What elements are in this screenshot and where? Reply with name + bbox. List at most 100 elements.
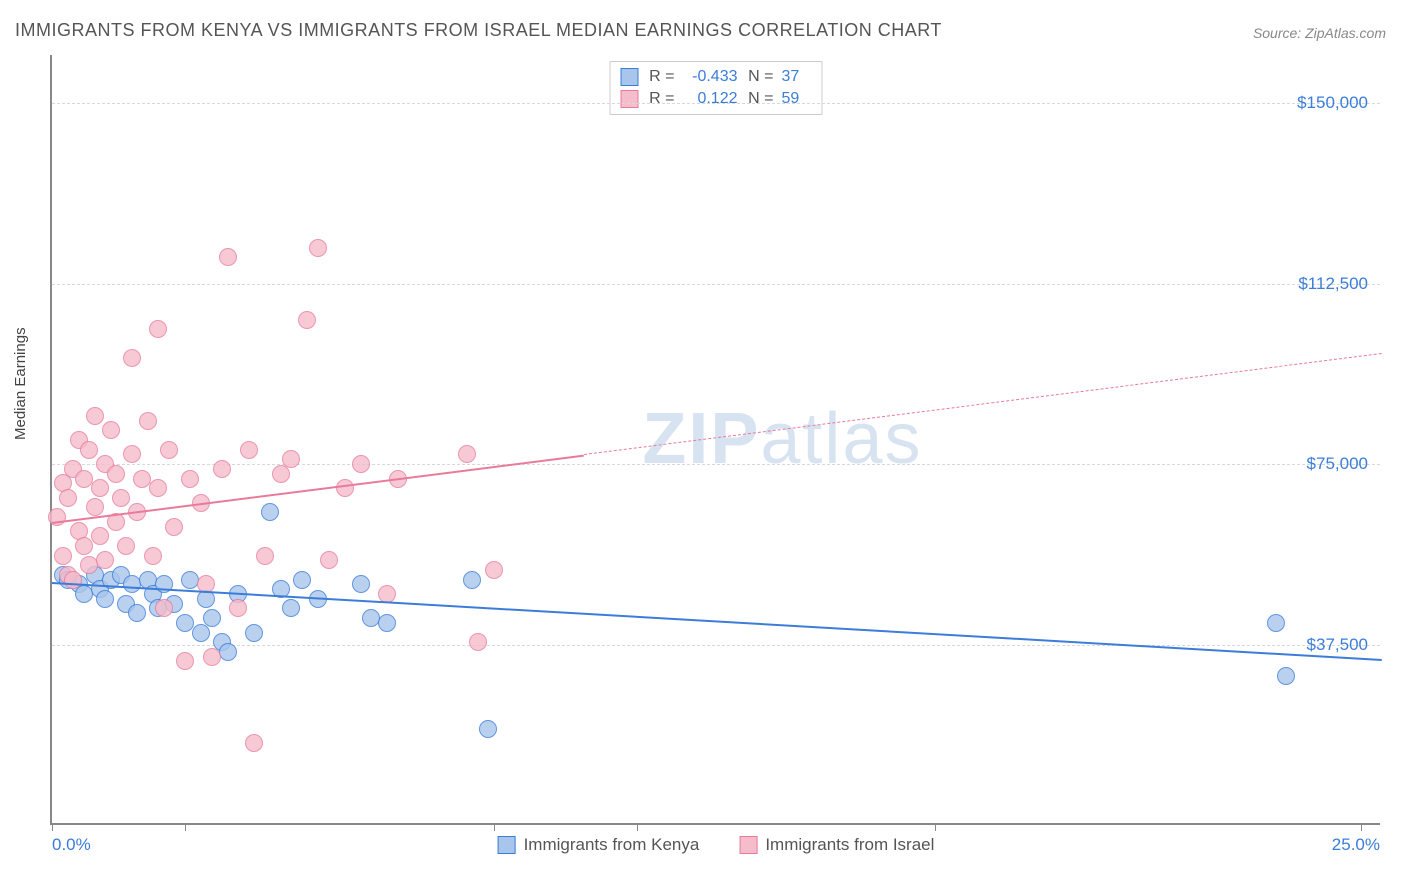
data-point (469, 633, 487, 651)
swatch-israel (621, 90, 639, 108)
data-point (112, 489, 130, 507)
data-point (203, 648, 221, 666)
data-point (479, 720, 497, 738)
x-tick (637, 823, 638, 831)
gridline (52, 645, 1380, 646)
data-point (181, 470, 199, 488)
data-point (282, 599, 300, 617)
gridline (52, 284, 1380, 285)
n-value-kenya: 37 (782, 68, 812, 86)
legend-item-israel: Immigrants from Israel (739, 835, 934, 855)
data-point (139, 412, 157, 430)
swatch-israel (739, 836, 757, 854)
x-tick (52, 823, 53, 831)
n-value-israel: 59 (782, 90, 812, 108)
y-axis-label: Median Earnings (12, 327, 29, 440)
data-point (86, 407, 104, 425)
data-point (128, 604, 146, 622)
y-tick-label: $150,000 (1297, 93, 1368, 113)
data-point (352, 575, 370, 593)
data-point (463, 571, 481, 589)
data-point (155, 599, 173, 617)
x-axis-min-label: 0.0% (52, 835, 91, 855)
data-point (176, 652, 194, 670)
data-point (117, 537, 135, 555)
x-tick (185, 823, 186, 831)
data-point (282, 450, 300, 468)
data-point (1277, 667, 1295, 685)
stats-legend-box: R = -0.433 N = 37 R = 0.122 N = 59 (610, 61, 823, 115)
trend-line-extrapolated (584, 353, 1382, 455)
bottom-legend: Immigrants from Kenya Immigrants from Is… (498, 835, 935, 855)
data-point (293, 571, 311, 589)
data-point (203, 609, 221, 627)
stats-row-kenya: R = -0.433 N = 37 (621, 66, 812, 88)
data-point (54, 547, 72, 565)
plot-area: ZIPatlas R = -0.433 N = 37 R = 0.122 N =… (50, 55, 1380, 825)
gridline (52, 464, 1380, 465)
n-label: N = (746, 68, 774, 86)
x-tick (494, 823, 495, 831)
data-point (96, 551, 114, 569)
data-point (123, 445, 141, 463)
n-label: N = (746, 90, 774, 108)
r-value-israel: 0.122 (683, 90, 738, 108)
r-label: R = (647, 90, 675, 108)
data-point (149, 479, 167, 497)
data-point (298, 311, 316, 329)
swatch-kenya (498, 836, 516, 854)
data-point (458, 445, 476, 463)
data-point (352, 455, 370, 473)
data-point (91, 527, 109, 545)
data-point (1267, 614, 1285, 632)
data-point (485, 561, 503, 579)
data-point (256, 547, 274, 565)
x-tick (935, 823, 936, 831)
data-point (320, 551, 338, 569)
data-point (144, 547, 162, 565)
data-point (75, 537, 93, 555)
data-point (123, 349, 141, 367)
data-point (219, 643, 237, 661)
data-point (160, 441, 178, 459)
legend-label-kenya: Immigrants from Kenya (524, 835, 700, 855)
data-point (245, 734, 263, 752)
source-attribution: Source: ZipAtlas.com (1253, 25, 1386, 41)
watermark-light: atlas (760, 399, 922, 479)
data-point (80, 441, 98, 459)
data-point (165, 518, 183, 536)
data-point (107, 465, 125, 483)
data-point (336, 479, 354, 497)
data-point (309, 239, 327, 257)
y-tick-label: $37,500 (1307, 635, 1368, 655)
data-point (102, 421, 120, 439)
data-point (229, 599, 247, 617)
y-tick-label: $112,500 (1298, 274, 1368, 294)
r-value-kenya: -0.433 (683, 68, 738, 86)
watermark: ZIPatlas (642, 398, 922, 480)
x-axis-max-label: 25.0% (1332, 835, 1380, 855)
x-tick (1361, 823, 1362, 831)
r-label: R = (647, 68, 675, 86)
data-point (59, 489, 77, 507)
data-point (64, 571, 82, 589)
data-point (96, 590, 114, 608)
data-point (240, 441, 258, 459)
legend-label-israel: Immigrants from Israel (765, 835, 934, 855)
swatch-kenya (621, 68, 639, 86)
chart-title: IMMIGRANTS FROM KENYA VS IMMIGRANTS FROM… (15, 20, 942, 41)
y-tick-label: $75,000 (1307, 454, 1368, 474)
data-point (219, 248, 237, 266)
data-point (378, 614, 396, 632)
data-point (91, 479, 109, 497)
data-point (86, 498, 104, 516)
data-point (213, 460, 231, 478)
chart-container: IMMIGRANTS FROM KENYA VS IMMIGRANTS FROM… (0, 0, 1406, 892)
trend-line (52, 582, 1382, 661)
data-point (149, 320, 167, 338)
legend-item-kenya: Immigrants from Kenya (498, 835, 700, 855)
gridline (52, 103, 1380, 104)
stats-row-israel: R = 0.122 N = 59 (621, 88, 812, 110)
data-point (261, 503, 279, 521)
data-point (245, 624, 263, 642)
